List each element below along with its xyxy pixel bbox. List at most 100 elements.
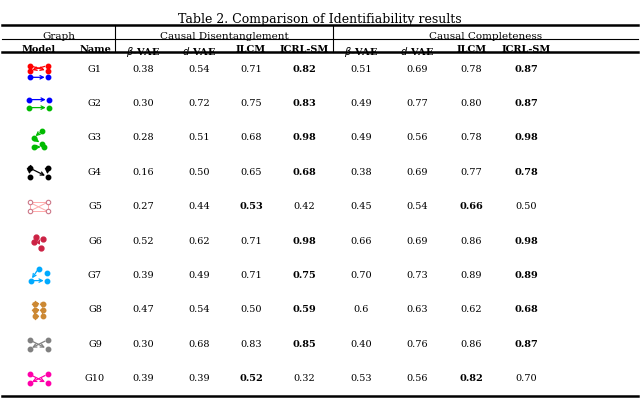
Text: 0.72: 0.72 bbox=[189, 99, 211, 108]
Text: 0.42: 0.42 bbox=[293, 202, 315, 211]
Text: 0.80: 0.80 bbox=[461, 99, 483, 108]
Text: ILCM: ILCM bbox=[236, 45, 266, 54]
Text: 0.49: 0.49 bbox=[350, 99, 372, 108]
Text: 0.86: 0.86 bbox=[461, 237, 483, 246]
Text: $\beta$-VAE: $\beta$-VAE bbox=[344, 45, 378, 59]
Text: $d$-VAE: $d$-VAE bbox=[182, 45, 217, 57]
Text: 0.78: 0.78 bbox=[461, 65, 483, 74]
Text: 0.69: 0.69 bbox=[407, 65, 428, 74]
Text: 0.89: 0.89 bbox=[461, 271, 483, 280]
Text: 0.78: 0.78 bbox=[515, 168, 538, 177]
Text: G3: G3 bbox=[88, 133, 102, 142]
Text: Name: Name bbox=[79, 45, 111, 54]
Text: G5: G5 bbox=[88, 202, 102, 211]
Text: 0.47: 0.47 bbox=[132, 306, 154, 315]
Text: 0.28: 0.28 bbox=[132, 133, 154, 142]
Text: 0.98: 0.98 bbox=[292, 133, 316, 142]
Text: 0.68: 0.68 bbox=[292, 168, 316, 177]
Text: 0.62: 0.62 bbox=[461, 306, 483, 315]
Text: 0.76: 0.76 bbox=[406, 340, 428, 349]
Text: G7: G7 bbox=[88, 271, 102, 280]
Text: 0.62: 0.62 bbox=[189, 237, 211, 246]
Text: 0.53: 0.53 bbox=[350, 374, 372, 383]
Text: 0.52: 0.52 bbox=[132, 237, 154, 246]
Text: 0.87: 0.87 bbox=[515, 340, 538, 349]
Text: 0.75: 0.75 bbox=[292, 271, 316, 280]
Text: 0.85: 0.85 bbox=[292, 340, 316, 349]
Text: ICRL-SM: ICRL-SM bbox=[280, 45, 328, 54]
Text: 0.16: 0.16 bbox=[132, 168, 154, 177]
Text: 0.51: 0.51 bbox=[350, 65, 372, 74]
Text: 0.70: 0.70 bbox=[350, 271, 372, 280]
Text: Table 2. Comparison of Identifiability results: Table 2. Comparison of Identifiability r… bbox=[178, 13, 462, 26]
Text: 0.68: 0.68 bbox=[240, 133, 262, 142]
Text: G6: G6 bbox=[88, 237, 102, 246]
Text: 0.83: 0.83 bbox=[240, 340, 262, 349]
Text: 0.38: 0.38 bbox=[350, 168, 372, 177]
Text: 0.38: 0.38 bbox=[132, 65, 154, 74]
Text: 0.56: 0.56 bbox=[407, 374, 428, 383]
Text: 0.66: 0.66 bbox=[350, 237, 372, 246]
Text: 0.68: 0.68 bbox=[189, 340, 211, 349]
Text: 0.87: 0.87 bbox=[515, 99, 538, 108]
Text: 0.71: 0.71 bbox=[240, 271, 262, 280]
Text: 0.75: 0.75 bbox=[240, 99, 262, 108]
Text: 0.45: 0.45 bbox=[350, 202, 372, 211]
Text: 0.49: 0.49 bbox=[350, 133, 372, 142]
Text: 0.69: 0.69 bbox=[407, 168, 428, 177]
Text: 0.39: 0.39 bbox=[189, 374, 211, 383]
Text: $\beta$-VAE: $\beta$-VAE bbox=[126, 45, 161, 59]
Text: 0.63: 0.63 bbox=[406, 306, 428, 315]
Text: 0.87: 0.87 bbox=[515, 65, 538, 74]
Text: G2: G2 bbox=[88, 99, 102, 108]
Text: 0.83: 0.83 bbox=[292, 99, 316, 108]
Text: 0.77: 0.77 bbox=[461, 168, 483, 177]
Text: Model: Model bbox=[21, 45, 56, 54]
Text: 0.66: 0.66 bbox=[460, 202, 483, 211]
Text: ILCM: ILCM bbox=[456, 45, 486, 54]
Text: 0.50: 0.50 bbox=[516, 202, 537, 211]
Text: 0.50: 0.50 bbox=[189, 168, 211, 177]
Text: 0.73: 0.73 bbox=[406, 271, 428, 280]
Text: 0.54: 0.54 bbox=[406, 202, 428, 211]
Text: 0.59: 0.59 bbox=[292, 306, 316, 315]
Text: 0.40: 0.40 bbox=[350, 340, 372, 349]
Text: 0.39: 0.39 bbox=[132, 271, 154, 280]
Text: 0.77: 0.77 bbox=[406, 99, 428, 108]
Text: G8: G8 bbox=[88, 306, 102, 315]
Text: 0.82: 0.82 bbox=[292, 65, 316, 74]
Text: 0.68: 0.68 bbox=[515, 306, 538, 315]
Text: G4: G4 bbox=[88, 168, 102, 177]
Text: 0.44: 0.44 bbox=[189, 202, 211, 211]
Text: 0.70: 0.70 bbox=[516, 374, 538, 383]
Text: 0.98: 0.98 bbox=[515, 133, 538, 142]
Text: 0.98: 0.98 bbox=[515, 237, 538, 246]
Text: 0.52: 0.52 bbox=[239, 374, 263, 383]
Text: 0.98: 0.98 bbox=[292, 237, 316, 246]
Text: 0.78: 0.78 bbox=[461, 133, 483, 142]
Text: G10: G10 bbox=[85, 374, 105, 383]
Text: Graph: Graph bbox=[42, 32, 75, 41]
Text: 0.6: 0.6 bbox=[353, 306, 369, 315]
Text: 0.65: 0.65 bbox=[240, 168, 262, 177]
Text: 0.71: 0.71 bbox=[240, 65, 262, 74]
Text: 0.82: 0.82 bbox=[460, 374, 483, 383]
Text: 0.71: 0.71 bbox=[240, 237, 262, 246]
Text: 0.86: 0.86 bbox=[461, 340, 483, 349]
Text: ICRL-SM: ICRL-SM bbox=[502, 45, 551, 54]
Text: G9: G9 bbox=[88, 340, 102, 349]
Text: 0.49: 0.49 bbox=[189, 271, 211, 280]
Text: 0.89: 0.89 bbox=[515, 271, 538, 280]
Text: 0.54: 0.54 bbox=[189, 65, 211, 74]
Text: 0.56: 0.56 bbox=[407, 133, 428, 142]
Text: 0.39: 0.39 bbox=[132, 374, 154, 383]
Text: $d$-VAE: $d$-VAE bbox=[401, 45, 435, 57]
Text: G1: G1 bbox=[88, 65, 102, 74]
Text: 0.27: 0.27 bbox=[132, 202, 154, 211]
Text: 0.54: 0.54 bbox=[189, 306, 211, 315]
Text: 0.53: 0.53 bbox=[239, 202, 263, 211]
Text: 0.32: 0.32 bbox=[293, 374, 315, 383]
Text: 0.30: 0.30 bbox=[132, 340, 154, 349]
Text: 0.69: 0.69 bbox=[407, 237, 428, 246]
Text: Causal Completeness: Causal Completeness bbox=[429, 32, 542, 41]
